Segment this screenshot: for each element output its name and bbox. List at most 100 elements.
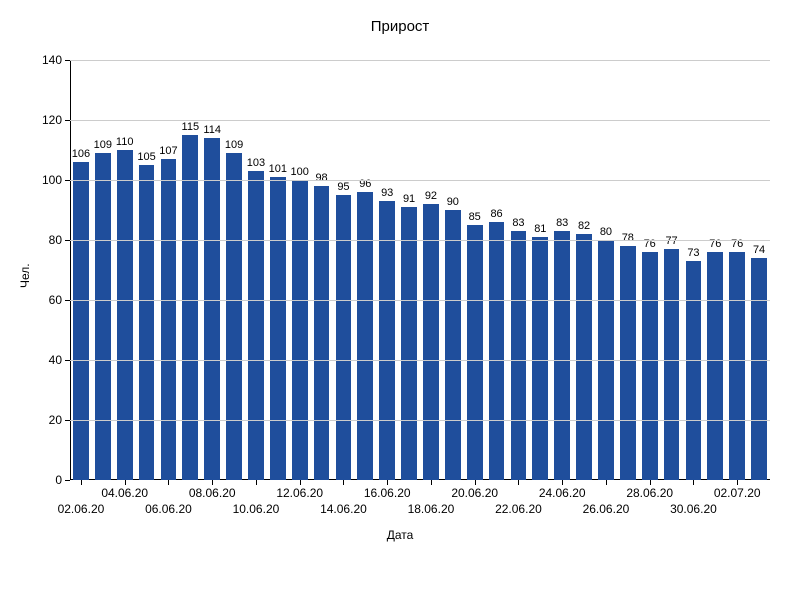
bar-value-label: 109 xyxy=(94,139,112,151)
bar-value-label: 74 xyxy=(753,244,765,256)
bar: 114 xyxy=(204,138,220,480)
x-tick-label: 22.06.20 xyxy=(495,502,542,516)
bar: 96 xyxy=(357,192,373,480)
x-tick-mark xyxy=(562,480,563,485)
x-axis-title: Дата xyxy=(0,528,800,542)
bar: 92 xyxy=(423,204,439,480)
bar: 106 xyxy=(73,162,89,480)
chart-container: Прирост Чел. 106109110105107115114109103… xyxy=(0,0,800,600)
bar: 93 xyxy=(379,201,395,480)
x-tick-mark xyxy=(125,480,126,485)
bar-value-label: 83 xyxy=(512,217,524,229)
bar: 85 xyxy=(467,225,483,480)
x-tick-label: 14.06.20 xyxy=(320,502,367,516)
chart-title: Прирост xyxy=(0,18,800,35)
y-tick-label: 100 xyxy=(42,173,70,187)
y-axis-title: Чел. xyxy=(18,263,32,288)
x-tick-mark xyxy=(606,480,607,485)
bar-value-label: 106 xyxy=(72,148,90,160)
bar: 74 xyxy=(751,258,767,480)
bar-value-label: 80 xyxy=(600,226,612,238)
bar-value-label: 114 xyxy=(203,124,221,136)
bar: 109 xyxy=(226,153,242,480)
bar: 98 xyxy=(314,186,330,480)
bar-value-label: 101 xyxy=(269,163,287,175)
x-tick-mark xyxy=(518,480,519,485)
x-tick-label: 16.06.20 xyxy=(364,486,411,500)
x-tick-mark xyxy=(431,480,432,485)
bar: 77 xyxy=(664,249,680,480)
y-tick-label: 40 xyxy=(49,353,70,367)
bar-value-label: 85 xyxy=(469,211,481,223)
bar-value-label: 83 xyxy=(556,217,568,229)
bar-value-label: 109 xyxy=(225,139,243,151)
bar: 76 xyxy=(729,252,745,480)
bar-value-label: 82 xyxy=(578,220,590,232)
bar: 82 xyxy=(576,234,592,480)
grid-line xyxy=(70,420,770,421)
grid-line xyxy=(70,240,770,241)
x-tick-mark xyxy=(650,480,651,485)
bar: 95 xyxy=(336,195,352,480)
x-tick-label: 12.06.20 xyxy=(276,486,323,500)
bar: 115 xyxy=(182,135,198,480)
bar-value-label: 105 xyxy=(137,151,155,163)
bar: 103 xyxy=(248,171,264,480)
y-tick-label: 20 xyxy=(49,413,70,427)
x-tick-label: 18.06.20 xyxy=(408,502,455,516)
bar: 105 xyxy=(139,165,155,480)
y-tick-label: 120 xyxy=(42,113,70,127)
bar: 76 xyxy=(642,252,658,480)
x-tick-mark xyxy=(168,480,169,485)
bar: 110 xyxy=(117,150,133,480)
x-tick-label: 06.06.20 xyxy=(145,502,192,516)
bar-value-label: 103 xyxy=(247,157,265,169)
x-tick-mark xyxy=(475,480,476,485)
bar: 83 xyxy=(511,231,527,480)
bar-value-label: 90 xyxy=(447,196,459,208)
x-tick-label: 08.06.20 xyxy=(189,486,236,500)
bar-value-label: 95 xyxy=(337,181,349,193)
bar-value-label: 91 xyxy=(403,193,415,205)
bar-value-label: 107 xyxy=(159,145,177,157)
x-tick-mark xyxy=(212,480,213,485)
grid-line xyxy=(70,360,770,361)
bar-value-label: 115 xyxy=(182,121,200,133)
grid-line xyxy=(70,300,770,301)
y-tick-label: 0 xyxy=(55,473,70,487)
x-tick-label: 26.06.20 xyxy=(583,502,630,516)
x-tick-label: 10.06.20 xyxy=(233,502,280,516)
bar: 107 xyxy=(161,159,177,480)
x-tick-mark xyxy=(737,480,738,485)
x-tick-label: 20.06.20 xyxy=(451,486,498,500)
bar: 101 xyxy=(270,177,286,480)
bar: 81 xyxy=(532,237,548,480)
x-tick-mark xyxy=(256,480,257,485)
x-tick-label: 02.07.20 xyxy=(714,486,761,500)
x-tick-label: 02.06.20 xyxy=(58,502,105,516)
x-tick-mark xyxy=(693,480,694,485)
y-tick-label: 60 xyxy=(49,293,70,307)
x-tick-mark xyxy=(387,480,388,485)
bars-layer: 1061091101051071151141091031011009895969… xyxy=(70,60,770,480)
bar: 91 xyxy=(401,207,417,480)
bar: 109 xyxy=(95,153,111,480)
bar: 83 xyxy=(554,231,570,480)
bar: 73 xyxy=(686,261,702,480)
bar: 86 xyxy=(489,222,505,480)
bar-value-label: 110 xyxy=(116,136,134,148)
bar-value-label: 98 xyxy=(315,172,327,184)
x-tick-mark xyxy=(300,480,301,485)
bar: 100 xyxy=(292,180,308,480)
x-tick-label: 28.06.20 xyxy=(626,486,673,500)
bar-value-label: 77 xyxy=(665,235,677,247)
x-tick-mark xyxy=(343,480,344,485)
bar-value-label: 86 xyxy=(490,208,502,220)
bar: 78 xyxy=(620,246,636,480)
bar-value-label: 100 xyxy=(291,166,309,178)
bar-value-label: 92 xyxy=(425,190,437,202)
grid-line xyxy=(70,120,770,121)
x-tick-label: 24.06.20 xyxy=(539,486,586,500)
bar-value-label: 78 xyxy=(622,232,634,244)
y-tick-label: 80 xyxy=(49,233,70,247)
